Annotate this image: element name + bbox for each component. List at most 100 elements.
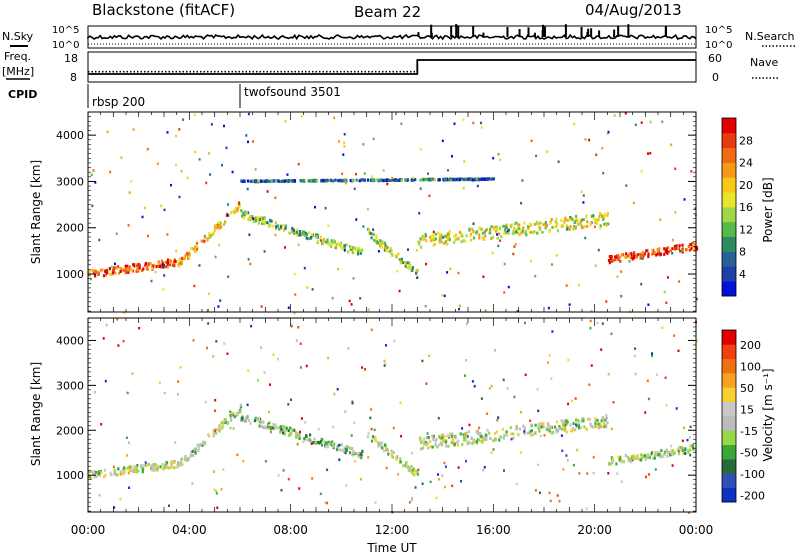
- echo-cell: [439, 232, 442, 236]
- noise-cell: [295, 339, 298, 342]
- echo-cell: [326, 240, 329, 243]
- freq-label-line-1: Freq.: [4, 50, 31, 63]
- echo-cell: [483, 435, 486, 439]
- noise-cell: [268, 410, 271, 414]
- echo-cell: [475, 231, 478, 235]
- echo-cell: [556, 222, 559, 226]
- echo-cell: [665, 251, 669, 255]
- power-panel-frame: [87, 111, 697, 313]
- echo-cell: [338, 448, 341, 452]
- noise-cell: [94, 181, 97, 184]
- noise-cell: [497, 244, 500, 248]
- echo-cell: [283, 425, 286, 429]
- noise-cell: [490, 451, 493, 454]
- echo-cell: [547, 429, 550, 433]
- echo-cell: [492, 177, 495, 181]
- echo-cell: [528, 222, 532, 226]
- noise-cell: [428, 354, 431, 357]
- echo-cell: [270, 219, 273, 223]
- noise-cell: [696, 339, 698, 343]
- noise-cell: [163, 274, 166, 277]
- echo-cell: [192, 454, 195, 457]
- echo-cell: [399, 457, 402, 461]
- x-tick-label: 12:00: [375, 523, 410, 537]
- noise-cell: [216, 506, 219, 509]
- echo-cell: [262, 219, 266, 223]
- noise-cell: [421, 482, 424, 485]
- noise-cell: [480, 121, 482, 125]
- colorbar-swatch: [722, 358, 736, 374]
- echo-cell: [194, 447, 197, 451]
- noise-cell: [620, 480, 623, 483]
- echo-cell: [481, 235, 484, 239]
- noise-cell: [98, 493, 101, 497]
- noise-cell: [372, 137, 375, 141]
- noise-cell: [186, 176, 189, 180]
- echo-cell: [430, 235, 433, 239]
- echo-cell: [538, 226, 541, 230]
- echo-cell: [307, 179, 310, 183]
- echo-cell: [400, 178, 403, 182]
- echo-cell: [115, 266, 118, 270]
- echo-cell: [481, 177, 484, 181]
- echo-cell: [577, 419, 580, 423]
- noise-cell: [326, 468, 329, 472]
- echo-cell: [88, 270, 91, 273]
- echo-cell: [293, 232, 296, 235]
- echo-cell: [521, 229, 524, 233]
- echo-cell: [374, 438, 377, 442]
- noise-cell: [226, 214, 229, 217]
- noise-cell: [247, 112, 250, 116]
- echo-cell: [617, 455, 620, 459]
- echo-cell: [454, 436, 457, 440]
- noise-cell: [106, 130, 109, 134]
- echo-cell: [484, 433, 488, 437]
- echo-cell: [292, 228, 295, 232]
- echo-cell: [408, 261, 411, 265]
- echo-cell: [105, 268, 108, 272]
- echo-cell: [639, 458, 642, 462]
- echo-cell: [518, 223, 521, 227]
- echo-cell: [651, 248, 654, 252]
- echo-cell: [260, 424, 263, 428]
- echo-cell: [491, 235, 494, 239]
- echo-cell: [412, 178, 415, 182]
- echo-cell: [142, 267, 145, 271]
- noise-cell: [426, 432, 429, 435]
- echo-cell: [93, 472, 96, 476]
- echo-cell: [272, 423, 275, 426]
- echo-cell: [122, 269, 125, 273]
- noise-cell: [287, 403, 290, 406]
- echo-cell: [241, 414, 244, 418]
- echo-cell: [330, 245, 333, 249]
- echo-cell: [538, 426, 541, 430]
- echo-cell: [262, 420, 265, 424]
- echo-cell: [465, 431, 468, 435]
- noise-cell: [600, 348, 603, 351]
- echo-cell: [681, 243, 684, 247]
- echo-cell: [355, 248, 358, 252]
- echo-cell: [577, 423, 580, 427]
- echo-cell: [284, 179, 287, 183]
- echo-cell: [406, 179, 409, 182]
- noise-cell: [513, 395, 516, 399]
- echo-cell: [603, 213, 606, 217]
- echo-cell: [564, 427, 567, 431]
- noise-cell: [127, 267, 130, 270]
- echo-cell: [159, 465, 162, 469]
- echo-cell: [147, 462, 150, 466]
- colorbar-swatch: [722, 266, 736, 282]
- echo-cell: [422, 446, 425, 450]
- echo-cell: [218, 424, 221, 428]
- echo-cell: [555, 225, 558, 228]
- echo-cell: [633, 251, 636, 255]
- echo-cell: [469, 234, 472, 238]
- noise-cell: [176, 393, 179, 396]
- echo-cell: [500, 235, 503, 239]
- echo-cell: [550, 218, 553, 221]
- echo-cell: [323, 178, 326, 182]
- echo-cell: [571, 217, 574, 221]
- colorbar-swatch: [722, 430, 736, 445]
- y-tick-label: 1000: [56, 469, 84, 482]
- nsky-scale-bottom: 10^0: [52, 40, 79, 51]
